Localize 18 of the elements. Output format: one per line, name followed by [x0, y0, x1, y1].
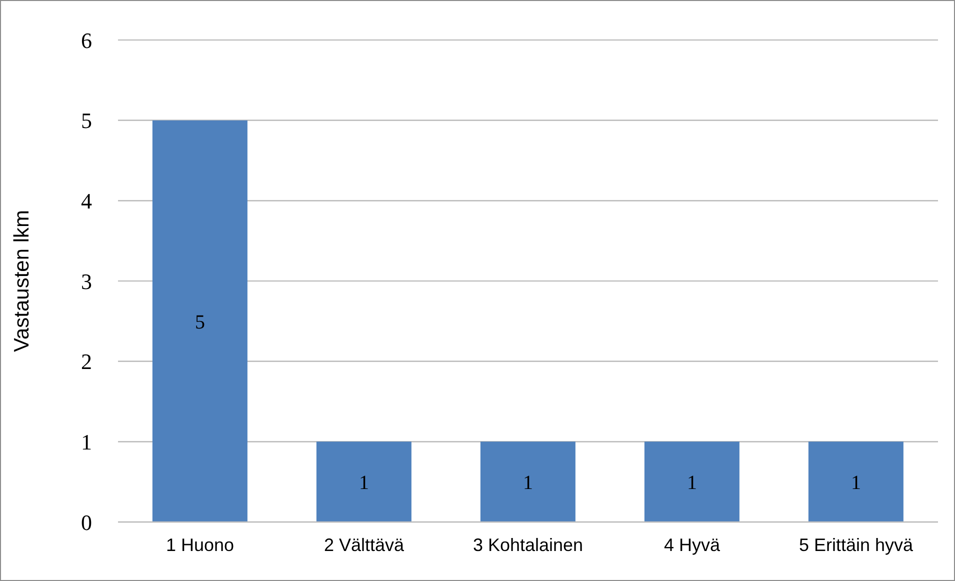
y-tick-label: 3: [81, 268, 92, 294]
data-label: 1: [522, 472, 533, 494]
x-tick-label: 3 Kohtalainen: [472, 534, 584, 555]
y-tick-label: 2: [81, 349, 92, 374]
x-tick-label: 1 Huono: [166, 534, 234, 555]
x-tick-label: 5 Erittäin hyvä: [798, 534, 914, 555]
data-label: 1: [686, 472, 697, 494]
y-tick-label: 6: [81, 28, 92, 53]
x-tick-label: 2 Välttävä: [324, 534, 406, 555]
y-tick-label: 1: [81, 429, 92, 454]
x-tick-label: 4 Hyvä: [664, 534, 721, 555]
y-tick-label: 4: [81, 188, 92, 214]
y-tick-label: 5: [81, 108, 92, 134]
y-tick-label: 0: [81, 510, 92, 535]
data-label: 1: [358, 472, 369, 494]
data-label: 5: [194, 311, 205, 334]
data-label: 1: [850, 472, 861, 494]
y-axis-title: Vastausten lkm: [10, 210, 34, 352]
